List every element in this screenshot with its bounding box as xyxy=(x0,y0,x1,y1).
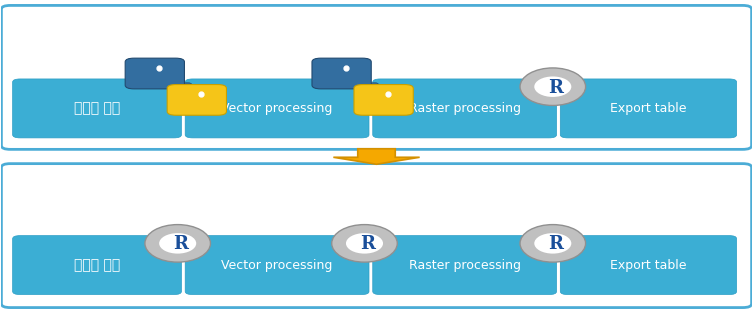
FancyBboxPatch shape xyxy=(373,79,556,138)
FancyBboxPatch shape xyxy=(312,58,371,89)
FancyBboxPatch shape xyxy=(13,79,181,138)
Ellipse shape xyxy=(535,233,572,254)
Text: Raster processing: Raster processing xyxy=(409,102,520,115)
Text: R: R xyxy=(360,235,375,253)
Text: Export table: Export table xyxy=(610,259,687,272)
Text: Raster processing: Raster processing xyxy=(409,259,520,272)
Text: R: R xyxy=(548,235,563,253)
Ellipse shape xyxy=(346,233,383,254)
Text: Vector processing: Vector processing xyxy=(221,259,333,272)
FancyBboxPatch shape xyxy=(158,80,178,87)
FancyBboxPatch shape xyxy=(2,164,751,308)
FancyBboxPatch shape xyxy=(185,79,369,138)
Ellipse shape xyxy=(332,225,398,262)
Text: R: R xyxy=(173,235,188,253)
Ellipse shape xyxy=(520,225,586,262)
FancyBboxPatch shape xyxy=(167,85,227,115)
Text: Export table: Export table xyxy=(610,102,687,115)
FancyBboxPatch shape xyxy=(125,58,184,89)
FancyBboxPatch shape xyxy=(185,236,369,295)
FancyBboxPatch shape xyxy=(354,85,413,115)
FancyBboxPatch shape xyxy=(373,236,556,295)
FancyBboxPatch shape xyxy=(560,79,736,138)
Polygon shape xyxy=(334,149,419,164)
FancyBboxPatch shape xyxy=(13,236,181,295)
FancyBboxPatch shape xyxy=(171,83,191,90)
Ellipse shape xyxy=(535,76,572,97)
FancyBboxPatch shape xyxy=(358,83,378,90)
Ellipse shape xyxy=(145,225,211,262)
Text: 격자점 생성: 격자점 생성 xyxy=(74,101,120,115)
FancyBboxPatch shape xyxy=(345,80,365,87)
FancyBboxPatch shape xyxy=(2,5,751,149)
Text: Vector processing: Vector processing xyxy=(221,102,333,115)
Text: R: R xyxy=(548,79,563,97)
Text: 격자점 생성: 격자점 생성 xyxy=(74,258,120,272)
FancyBboxPatch shape xyxy=(560,236,736,295)
Ellipse shape xyxy=(159,233,197,254)
Ellipse shape xyxy=(520,68,586,105)
